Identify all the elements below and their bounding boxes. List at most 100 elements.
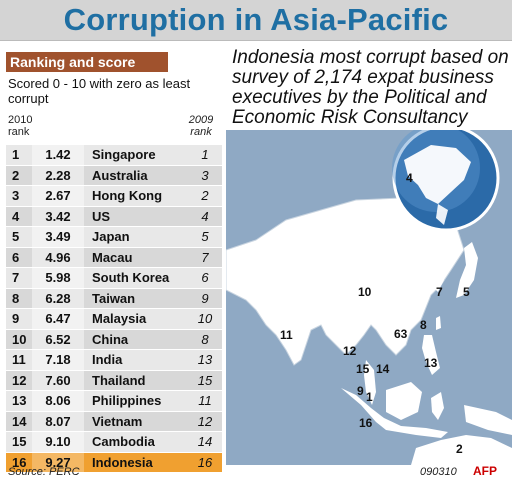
country-cell: Thailand bbox=[92, 372, 146, 388]
map-label-malaysia: 9 bbox=[357, 384, 364, 398]
afp-logo: AFP bbox=[473, 464, 497, 478]
rank-2009-cell: 1 bbox=[201, 147, 209, 163]
country-cell: Australia bbox=[92, 167, 148, 183]
map-label-china: 10 bbox=[358, 285, 372, 299]
asia-pacific-map bbox=[226, 130, 512, 465]
table-row: 2 2.28 Australia 3 bbox=[6, 165, 222, 185]
table-row: 10 6.52 China 8 bbox=[6, 329, 222, 349]
table-row: 7 5.98 South Korea 6 bbox=[6, 268, 222, 288]
rank-2010-cell: 1 bbox=[12, 147, 20, 163]
table-row: 3 2.67 Hong Kong 2 bbox=[6, 186, 222, 206]
rank-2009-cell: 15 bbox=[197, 372, 213, 388]
ranking-table: 1 1.42 Singapore 1 2 2.28 Australia 3 3 2.67 Hong … bbox=[6, 145, 222, 473]
table-row: 5 3.49 Japan 5 bbox=[6, 227, 222, 247]
score-cell: 4.96 bbox=[32, 247, 84, 267]
globe-north-america bbox=[404, 145, 471, 204]
malay-peninsula bbox=[364, 360, 376, 405]
map-label-cambodia: 15 bbox=[356, 362, 370, 376]
map-label-india: 11 bbox=[280, 328, 293, 342]
table-row: 9 6.47 Malaysia 10 bbox=[6, 309, 222, 329]
table-row: 1 1.42 Singapore 1 bbox=[6, 145, 222, 165]
country-cell: Philippines bbox=[92, 393, 162, 409]
score-cell: 8.07 bbox=[32, 411, 84, 431]
score-cell: 8.06 bbox=[32, 391, 84, 411]
rank-2009-cell: 6 bbox=[201, 270, 209, 286]
headline-text: Indonesia most corrupt based on survey o… bbox=[232, 47, 509, 128]
rank-2009-cell: 8 bbox=[201, 331, 209, 347]
score-cell: 9.27 bbox=[32, 452, 84, 472]
country-cell: Cambodia bbox=[92, 434, 155, 450]
page-title: Corruption in Asia-Pacific bbox=[63, 2, 449, 37]
map-label-thailand: 12 bbox=[343, 344, 357, 358]
country-cell: India bbox=[92, 352, 123, 368]
map-label-macau-hongkong: 63 bbox=[394, 327, 408, 341]
rank-2009-cell: 7 bbox=[201, 249, 209, 265]
rank-2010-cell: 3 bbox=[12, 188, 20, 204]
score-description: Scored 0 - 10 with zero as least corrupt bbox=[8, 76, 191, 106]
country-cell: Singapore bbox=[92, 147, 156, 163]
score-cell: 1.42 bbox=[32, 145, 84, 165]
country-cell: US bbox=[92, 208, 111, 224]
country-cell: Japan bbox=[92, 229, 130, 245]
rank-2010-cell: 14 bbox=[12, 413, 27, 429]
section-header: Ranking and score bbox=[6, 52, 168, 72]
globe-central-america bbox=[436, 204, 448, 225]
sulawesi-island bbox=[431, 392, 444, 420]
table-row: 13 8.06 Philippines 11 bbox=[6, 391, 222, 411]
table-row: 6 4.96 Macau 7 bbox=[6, 247, 222, 267]
score-cell: 7.18 bbox=[32, 350, 84, 370]
map-label-australia: 2 bbox=[456, 442, 463, 456]
japan-islands bbox=[456, 242, 478, 298]
rank-2009-cell: 14 bbox=[197, 434, 213, 450]
rank-2009-cell: 10 bbox=[197, 311, 213, 327]
map-label-singapore: 1 bbox=[366, 390, 373, 404]
rank-2010-cell: 6 bbox=[12, 249, 20, 265]
rank-2010-cell: 7 bbox=[12, 270, 20, 286]
rank-2010-cell: 2 bbox=[12, 167, 20, 183]
column-header-2010-rank: 2010 rank bbox=[8, 114, 33, 138]
rank-2010-cell: 4 bbox=[12, 208, 20, 224]
rank-2009-cell: 9 bbox=[201, 290, 209, 306]
map-label-taiwan: 8 bbox=[420, 318, 427, 332]
country-cell: Malaysia bbox=[92, 311, 147, 327]
rank-2010-cell: 11 bbox=[12, 352, 26, 368]
score-cell: 3.42 bbox=[32, 206, 84, 226]
rank-2009-cell: 4 bbox=[201, 208, 209, 224]
borneo-island bbox=[386, 382, 422, 420]
rank-2009-cell: 13 bbox=[197, 352, 213, 368]
score-cell: 2.28 bbox=[32, 165, 84, 185]
korea-peninsula bbox=[432, 268, 444, 292]
country-cell: Hong Kong bbox=[92, 188, 163, 204]
map-label-vietnam: 14 bbox=[376, 362, 390, 376]
map-label-japan: 5 bbox=[463, 285, 470, 299]
rank-2009-cell: 12 bbox=[197, 413, 213, 429]
rank-2010-cell: 16 bbox=[12, 454, 27, 470]
score-cell: 3.49 bbox=[32, 227, 84, 247]
score-cell: 9.10 bbox=[32, 432, 84, 452]
country-cell: Vietnam bbox=[92, 413, 143, 429]
table-row: 16 9.27 Indonesia 16 bbox=[6, 452, 222, 472]
new-guinea-island bbox=[464, 405, 512, 435]
score-cell: 5.98 bbox=[32, 268, 84, 288]
source-note: Source: PERC bbox=[8, 466, 80, 478]
rank-2010-cell: 13 bbox=[12, 393, 27, 409]
table-row: 14 8.07 Vietnam 12 bbox=[6, 411, 222, 431]
rank-2010-cell: 5 bbox=[12, 229, 20, 245]
map-label-philippines: 13 bbox=[424, 356, 438, 370]
country-cell: China bbox=[92, 331, 129, 347]
score-cell: 6.52 bbox=[32, 329, 84, 349]
score-cell: 7.60 bbox=[32, 370, 84, 390]
indonesia-islands bbox=[341, 388, 448, 438]
country-cell: South Korea bbox=[92, 270, 170, 286]
rank-2009-cell: 2 bbox=[201, 188, 209, 204]
map-label-indonesia: 16 bbox=[359, 416, 373, 430]
score-cell: 2.67 bbox=[32, 186, 84, 206]
rank-2010-cell: 15 bbox=[12, 434, 27, 450]
rank-2009-cell: 5 bbox=[201, 229, 209, 245]
table-row: 8 6.28 Taiwan 9 bbox=[6, 288, 222, 308]
rank-2009-cell: 11 bbox=[198, 393, 212, 409]
country-cell: Indonesia bbox=[92, 454, 153, 470]
rank-2010-cell: 10 bbox=[12, 331, 27, 347]
table-row: 4 3.42 US 4 bbox=[6, 206, 222, 226]
country-cell: Macau bbox=[92, 249, 133, 265]
